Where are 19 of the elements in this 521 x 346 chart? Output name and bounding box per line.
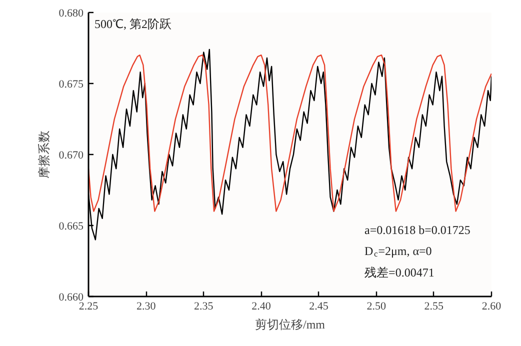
line-series	[88, 54, 492, 212]
y-tick-label: 0.680	[58, 8, 84, 20]
y-axis-title: 摩擦系数	[36, 130, 51, 178]
x-tick-label: 2.35	[194, 300, 214, 312]
x-tick-label: 2.30	[136, 300, 156, 312]
y-tick-label: 0.660	[58, 292, 84, 304]
y-tick-label: 0.665	[58, 220, 84, 232]
y-tick-label: 0.675	[58, 78, 84, 90]
x-tick-label: 2.40	[252, 300, 272, 312]
x-tick-label: 2.45	[309, 300, 329, 312]
y-tick-label: 0.670	[58, 150, 84, 162]
x-tick-label: 2.55	[424, 300, 444, 312]
x-tick-label: 2.25	[78, 300, 99, 312]
x-axis-title: 剪切位移/mm	[255, 318, 326, 332]
x-tick-label: 2.50	[366, 300, 386, 312]
annotation: 残差=0.00471	[364, 265, 434, 280]
x-tick-label: 2.60	[482, 300, 502, 312]
annotation: a=0.01618 b=0.01725	[364, 222, 470, 237]
annotation: 500℃, 第2阶跃	[94, 16, 172, 31]
